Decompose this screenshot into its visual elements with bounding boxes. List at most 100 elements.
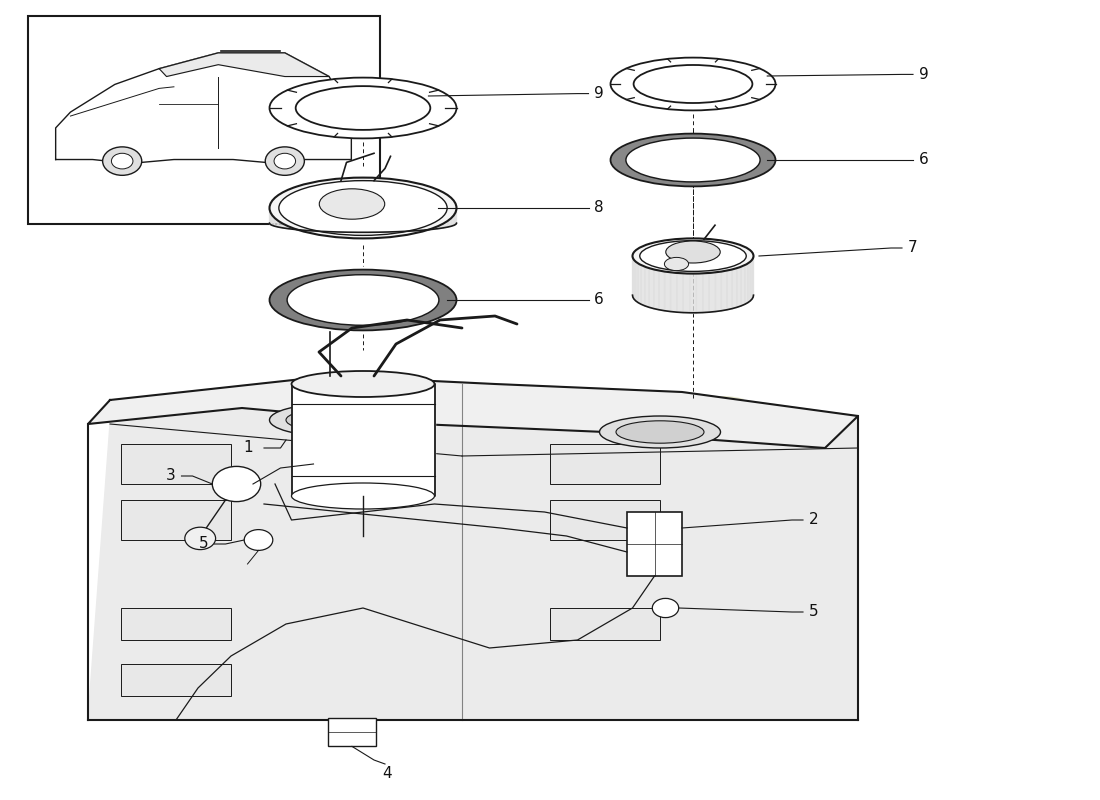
Ellipse shape [270, 78, 456, 138]
Ellipse shape [664, 258, 689, 270]
Polygon shape [407, 215, 416, 231]
Bar [121, 608, 231, 640]
Ellipse shape [634, 65, 752, 103]
Polygon shape [310, 215, 319, 231]
Circle shape [274, 154, 296, 169]
Polygon shape [710, 272, 715, 312]
Bar [328, 718, 376, 746]
Polygon shape [283, 213, 288, 229]
Polygon shape [750, 260, 752, 301]
Polygon shape [295, 214, 302, 230]
Ellipse shape [278, 181, 447, 235]
Polygon shape [741, 265, 745, 306]
Polygon shape [329, 217, 338, 232]
Polygon shape [733, 268, 737, 309]
Circle shape [212, 466, 261, 502]
Ellipse shape [666, 241, 720, 263]
Polygon shape [745, 263, 748, 304]
Polygon shape [397, 216, 407, 232]
Bar [121, 664, 231, 696]
Polygon shape [636, 262, 638, 302]
Polygon shape [683, 274, 690, 313]
Ellipse shape [270, 404, 390, 436]
Text: 6: 6 [594, 293, 604, 307]
Ellipse shape [287, 274, 439, 326]
Ellipse shape [632, 238, 754, 274]
Circle shape [102, 147, 142, 175]
Polygon shape [358, 217, 368, 232]
Text: 9: 9 [918, 67, 928, 82]
Polygon shape [703, 273, 710, 313]
Text: 3: 3 [166, 469, 176, 483]
Polygon shape [292, 384, 434, 496]
Ellipse shape [626, 138, 760, 182]
Text: 7: 7 [908, 241, 917, 255]
Polygon shape [56, 53, 351, 163]
Text: 6: 6 [918, 153, 928, 167]
Polygon shape [388, 217, 397, 232]
Polygon shape [722, 270, 727, 310]
Circle shape [244, 530, 273, 550]
Ellipse shape [640, 241, 746, 271]
Circle shape [111, 154, 133, 169]
Polygon shape [645, 266, 649, 307]
Polygon shape [696, 274, 703, 313]
Bar [627, 512, 682, 576]
Polygon shape [748, 262, 750, 302]
Bar [550, 444, 660, 484]
Polygon shape [272, 210, 274, 226]
Polygon shape [638, 263, 641, 304]
Polygon shape [634, 260, 636, 301]
Bar [550, 608, 660, 640]
Polygon shape [274, 211, 278, 227]
Bar [121, 444, 231, 484]
Polygon shape [431, 214, 438, 230]
Polygon shape [160, 53, 329, 77]
Text: 9: 9 [594, 86, 604, 101]
Ellipse shape [610, 58, 775, 110]
Polygon shape [88, 384, 858, 720]
Ellipse shape [600, 416, 720, 448]
Circle shape [265, 147, 305, 175]
Polygon shape [416, 215, 424, 230]
Polygon shape [368, 217, 378, 232]
Circle shape [185, 527, 216, 550]
Polygon shape [649, 268, 653, 309]
Ellipse shape [286, 409, 374, 431]
Polygon shape [448, 211, 452, 227]
Text: 2: 2 [808, 513, 818, 527]
Polygon shape [288, 214, 295, 230]
Polygon shape [727, 270, 733, 310]
Polygon shape [737, 266, 741, 307]
Polygon shape [653, 270, 659, 310]
Ellipse shape [610, 134, 775, 186]
Ellipse shape [292, 483, 434, 509]
Ellipse shape [270, 178, 456, 238]
Bar [121, 500, 231, 540]
Polygon shape [424, 214, 431, 230]
Ellipse shape [319, 189, 385, 219]
Polygon shape [319, 216, 329, 232]
Polygon shape [338, 217, 348, 232]
Text: 4: 4 [383, 766, 392, 781]
Text: 1: 1 [243, 441, 253, 455]
Bar [550, 500, 660, 540]
Polygon shape [348, 217, 358, 232]
Polygon shape [676, 273, 683, 313]
Polygon shape [715, 271, 722, 311]
Ellipse shape [292, 371, 434, 397]
Polygon shape [664, 271, 671, 311]
Polygon shape [452, 210, 454, 226]
Polygon shape [641, 265, 645, 306]
Polygon shape [88, 376, 858, 448]
Polygon shape [671, 272, 676, 312]
Ellipse shape [296, 86, 430, 130]
Polygon shape [378, 217, 388, 232]
Text: 8: 8 [594, 201, 604, 215]
Polygon shape [438, 213, 443, 229]
Polygon shape [443, 212, 448, 228]
Polygon shape [454, 209, 456, 225]
Polygon shape [270, 209, 272, 225]
Bar [28, 16, 379, 224]
Text: a passion since 1985: a passion since 1985 [224, 530, 546, 558]
